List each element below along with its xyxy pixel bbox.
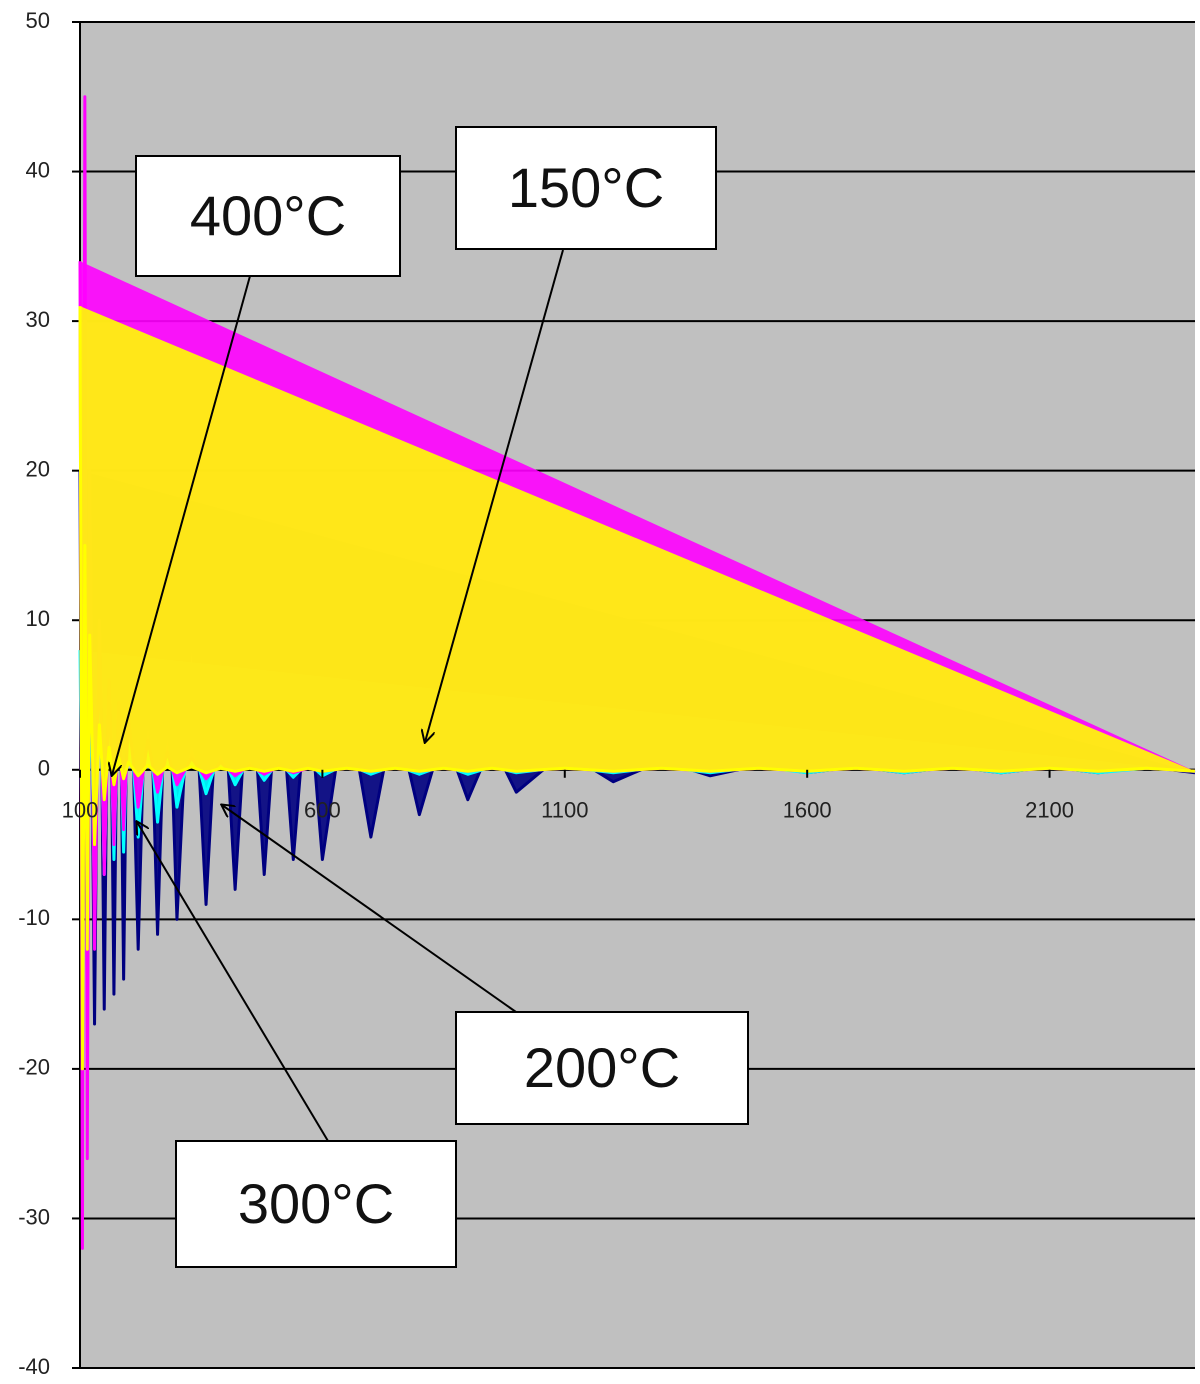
y-tick-label: -10 (18, 905, 50, 930)
callout-box (135, 155, 401, 277)
y-tick-label: -20 (18, 1055, 50, 1080)
y-tick-label: 50 (26, 8, 50, 33)
y-tick-label: 40 (26, 157, 50, 182)
x-tick-label: 600 (304, 798, 341, 823)
x-tick-label: 1600 (783, 798, 832, 823)
y-tick-label: 0 (38, 756, 50, 781)
callout-box (455, 126, 717, 250)
y-tick-label: -40 (18, 1354, 50, 1379)
callout-arrow (425, 249, 564, 742)
callout-box (175, 1140, 457, 1268)
callout-arrow (222, 805, 517, 1013)
x-tick-label: 2100 (1025, 798, 1074, 823)
legend-label: 400°C (190, 184, 346, 247)
y-tick-label: -30 (18, 1204, 50, 1229)
y-tick-label: 30 (26, 307, 50, 332)
x-tick-label: 1100 (541, 798, 588, 823)
legend-label: 150°C (508, 156, 664, 219)
series-line (78, 306, 1196, 1071)
callout-arrow (137, 822, 329, 1142)
callout-arrow (112, 275, 251, 775)
legend-label: 200°C (524, 1036, 680, 1099)
legend-label: 300°C (238, 1172, 394, 1235)
callout-box (455, 1011, 749, 1125)
x-tick-label: 100 (62, 798, 99, 823)
y-tick-label: 20 (26, 456, 50, 481)
y-tick-label: 10 (26, 606, 50, 631)
